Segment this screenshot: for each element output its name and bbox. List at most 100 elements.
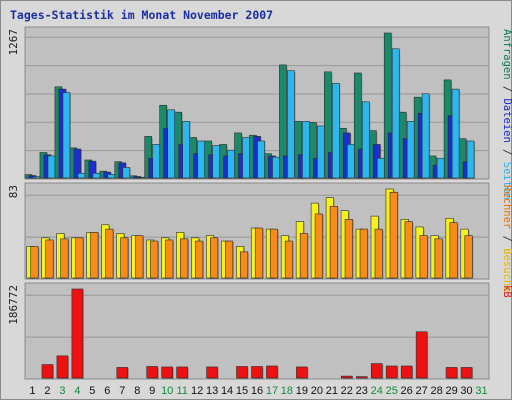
panel-top: 1267 Anfragen / Dateien / Seiten (7, 26, 512, 200)
bar-seiten-day-20 (317, 125, 325, 179)
bar-seiten-day-5 (92, 172, 101, 179)
bar-rechner-day-14 (225, 240, 234, 279)
bar-seiten-day-7 (122, 167, 131, 179)
day-label-26: 26 (401, 385, 413, 397)
bar-rechner-day-4 (75, 237, 84, 279)
legend-entry-4: Seiten (501, 162, 512, 200)
panel-top-max-tick-label: 1267 (7, 29, 20, 56)
legend-entry-1: / (501, 229, 512, 248)
bar-rechner-day-20 (314, 213, 323, 279)
bar-kb-day-17 (266, 365, 278, 379)
bar-seiten-day-28 (436, 157, 445, 179)
bar-seiten-day-19 (302, 121, 310, 179)
day-label-19: 19 (296, 385, 308, 397)
bar-dateien-day-4 (73, 148, 82, 179)
panel-mid-max-tick-label: 83 (7, 185, 20, 198)
bar-seiten-day-14 (227, 149, 235, 179)
day-label-15: 15 (236, 385, 248, 397)
chart-panels: 1267 Anfragen / Dateien / Seiten 83 Rechner… (7, 26, 512, 380)
panel-top-legend: Anfragen / Dateien / Seiten (501, 29, 512, 200)
bar-kb-day-30 (460, 367, 473, 379)
day-label-9: 9 (149, 385, 155, 397)
day-label-8: 8 (134, 385, 140, 397)
day-label-27: 27 (416, 385, 428, 397)
day-label-3: 3 (59, 385, 65, 397)
bar-rechner-day-15 (239, 251, 249, 279)
bar-rechner-day-2 (45, 239, 54, 279)
bar-kb-day-16 (251, 366, 263, 379)
day-label-7: 7 (119, 385, 125, 397)
bar-seiten-day-23 (361, 101, 370, 179)
panel-bottom-legend: kB (501, 285, 512, 298)
bar-kb-day-11 (176, 366, 188, 379)
bar-seiten-day-21 (332, 83, 340, 179)
day-label-10: 10 (161, 385, 173, 397)
legend-entry-3: / (501, 143, 512, 162)
day-label-12: 12 (191, 385, 203, 397)
bar-kb-day-15 (236, 366, 248, 379)
bar-rechner-day-27 (419, 235, 428, 279)
series-seiten (32, 48, 476, 180)
bar-seiten-day-6 (107, 174, 116, 179)
day-label-25: 25 (386, 385, 398, 397)
day-label-6: 6 (104, 385, 110, 397)
day-label-16: 16 (251, 385, 263, 397)
bar-seiten-day-22 (347, 144, 355, 179)
bar-rechner-day-6 (105, 228, 114, 279)
legend-entry-0: Anfragen (501, 29, 512, 80)
day-label-14: 14 (221, 385, 233, 397)
panel-bottom: 186772 kB (7, 282, 512, 380)
bar-rechner-day-28 (434, 238, 443, 279)
bar-dateien-day-5 (88, 160, 97, 179)
legend-entry-2: Besuche (501, 248, 512, 292)
bar-anfragen-day-25 (383, 32, 392, 179)
bar-rechner-day-17 (269, 228, 279, 279)
bar-rechner-day-10 (165, 239, 174, 279)
bar-rechner-day-5 (90, 232, 99, 279)
bar-seiten-day-8 (137, 176, 146, 179)
bar-kb-day-24 (370, 363, 383, 379)
day-label-20: 20 (311, 385, 323, 397)
day-label-30: 30 (460, 385, 472, 397)
bar-rechner-day-19 (299, 233, 308, 279)
day-label-18: 18 (281, 385, 293, 397)
day-label-31: 31 (475, 385, 487, 397)
bar-seiten-day-26 (406, 121, 415, 179)
legend-entry-2: Dateien (501, 99, 512, 143)
bar-rechner-day-16 (254, 227, 264, 279)
bar-kb-day-13 (206, 366, 218, 379)
bar-anfragen-day-21 (324, 71, 332, 179)
panel-bottom-background (24, 282, 490, 380)
bar-rechner-day-13 (210, 237, 219, 279)
bar-rechner-day-18 (284, 240, 293, 279)
bar-seiten-day-11 (182, 121, 190, 179)
bar-shadow (33, 177, 41, 179)
bar-kb-day-9 (146, 366, 159, 379)
chart-title: Tages-Statistik im Monat November 2007 (10, 8, 273, 22)
bar-seiten-day-2 (47, 155, 56, 179)
bar-rechner-day-8 (135, 235, 144, 279)
bar-kb-day-3 (56, 355, 69, 379)
bar-kb-day-7 (116, 367, 129, 379)
legend-entry-0: Rechner (501, 185, 512, 229)
bar-rechner-day-29 (449, 222, 458, 279)
bar-kb-day-22 (341, 375, 353, 379)
bar-kb-day-19 (296, 366, 308, 379)
bar-seiten-day-3 (62, 92, 71, 179)
bar-anfragen-day-9 (144, 136, 153, 179)
day-axis-labels: 1 2 3 4 5 6 7 8 9 10 11 12 13 14 15 16 17 18 19 20 21 22 23 24 2… (29, 385, 487, 397)
bar-seiten-day-30 (466, 140, 475, 179)
bar-rechner-day-1 (30, 246, 39, 279)
day-label-13: 13 (206, 385, 218, 397)
day-label-22: 22 (341, 385, 353, 397)
bar-seiten-day-4 (77, 172, 86, 179)
bar-rechner-day-26 (404, 221, 413, 279)
bar-seiten-day-9 (152, 144, 161, 179)
bar-kb-day-26 (400, 365, 413, 379)
bar-seiten-day-10 (167, 109, 175, 179)
bar-rechner-day-25 (389, 191, 398, 279)
bar-rechner-day-11 (180, 238, 189, 279)
bar-anfragen-day-18 (279, 64, 287, 179)
